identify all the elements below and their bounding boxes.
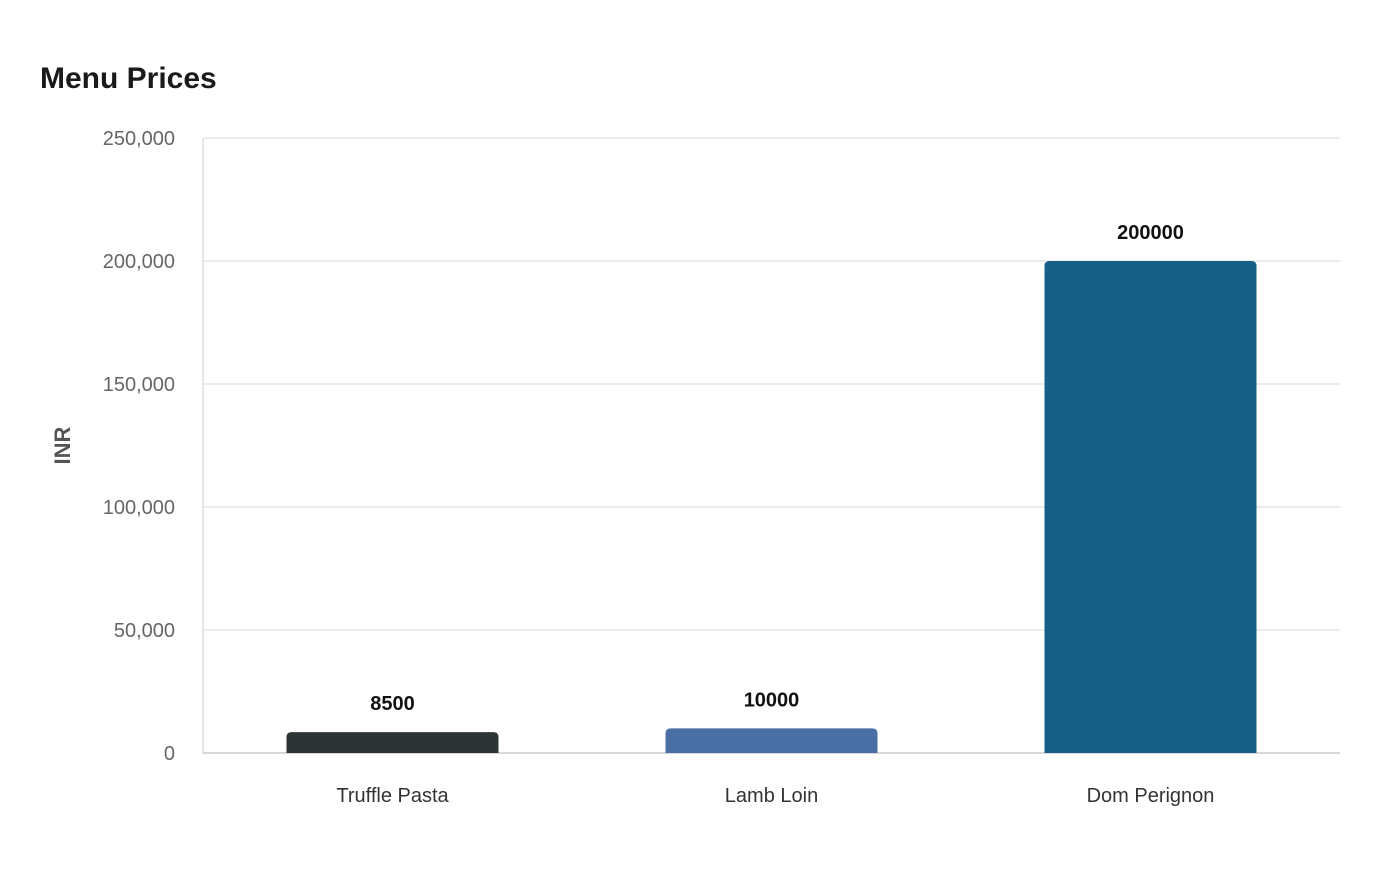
bar [286,732,499,753]
y-tick-label: 100,000 [103,497,175,519]
y-tick-label: 150,000 [103,374,175,396]
bar-value-label: 8500 [370,693,415,715]
value-labels: 8500 10000 200000 [370,222,1184,715]
y-tick-labels: 0 50,000 100,000 150,000 200,000 250,000 [103,128,175,765]
y-tick-label: 250,000 [103,128,175,150]
y-axis-title: INR [50,426,75,464]
category-labels: Truffle Pasta Lamb Loin Dom Perignon [336,785,1214,807]
bar-value-label: 10000 [744,689,800,711]
category-label: Dom Perignon [1087,785,1215,807]
bars [286,261,1257,753]
y-tick-label: 200,000 [103,251,175,273]
bar [1044,261,1257,753]
chart-title: Menu Prices [40,62,217,95]
y-tick-label: 0 [164,743,175,765]
category-label: Truffle Pasta [336,785,449,807]
y-tick-label: 50,000 [114,620,175,642]
category-label: Lamb Loin [725,785,818,807]
bar [665,728,878,753]
bar-value-label: 200000 [1117,222,1184,244]
